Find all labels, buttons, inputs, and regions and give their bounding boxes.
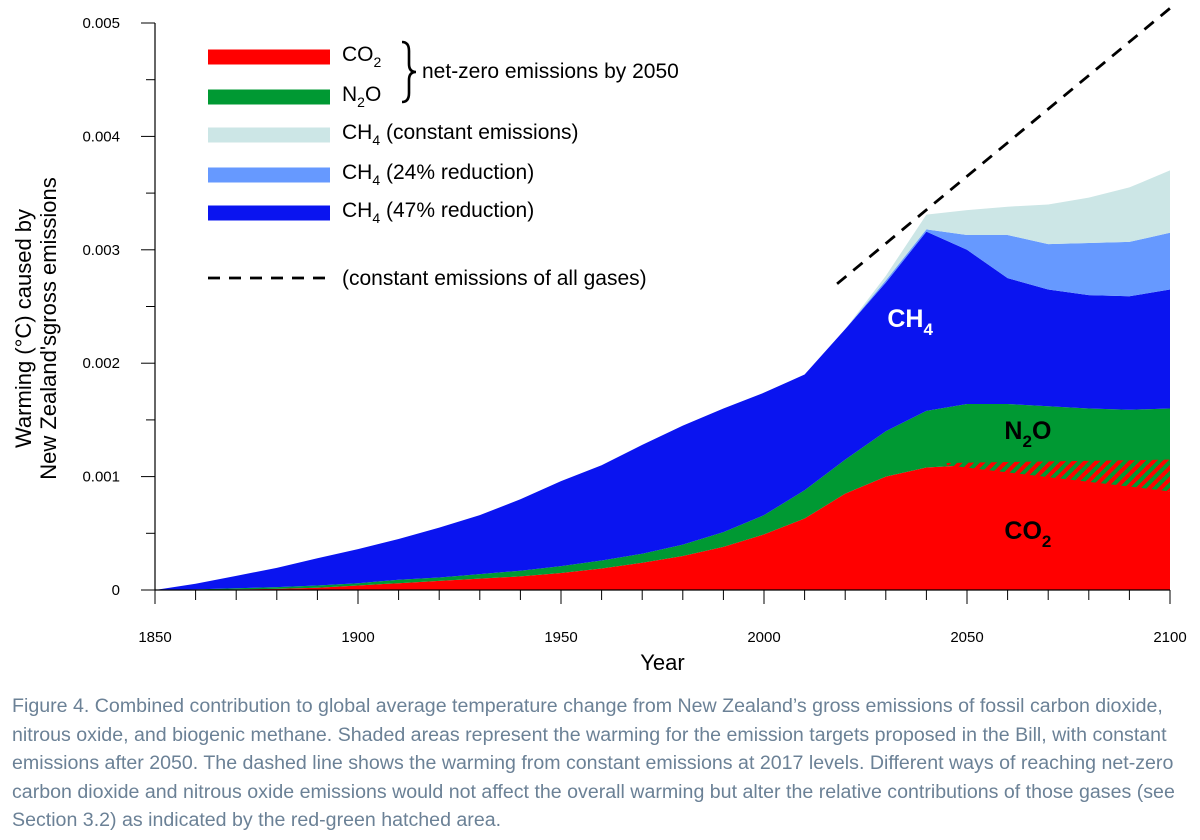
- y-tick-label: 0: [112, 582, 120, 599]
- x-tick-label: 1900: [341, 629, 374, 646]
- area-ch4-24-reduction-: [155, 229, 1170, 590]
- area-co2: [155, 465, 1170, 590]
- x-tick-label: 2000: [747, 629, 780, 646]
- y-axis-title-line1: Warming (°C) caused by: [11, 209, 36, 448]
- y-axis-title-line2: New Zealand'sgross emissions: [36, 177, 61, 480]
- hatched-area: [946, 459, 1170, 492]
- co2-area-label: CO2: [1004, 517, 1051, 551]
- figure-caption: Figure 4. Combined contribution to globa…: [12, 695, 1175, 831]
- legend-bracket-text: net-zero emissions by 2050: [422, 60, 679, 83]
- legend-swatch-ch4-24: [208, 167, 330, 183]
- warming-chart: 1850 1900 1950 2000 2050 2100 0 0.001 0.002 0.003…: [11, 7, 1187, 675]
- legend-label-ch4-24: CH4 (24% reduction): [342, 161, 534, 188]
- legend-label-ch4-const: CH4 (constant emissions): [342, 121, 579, 148]
- legend-label-co2: CO2: [342, 43, 382, 70]
- ch4-area-label: CH4: [887, 305, 933, 339]
- y-tick-label: 0.003: [82, 242, 120, 259]
- constant-emissions-dashed-line: [836, 7, 1171, 285]
- y-tick-label: 0.001: [82, 469, 120, 486]
- chart-container: 1850 1900 1950 2000 2050 2100 0 0.001 0.002 0.003…: [11, 7, 1187, 675]
- legend-label-n2o: N2O: [342, 83, 381, 110]
- x-axis-title: Year: [640, 650, 684, 675]
- area-ch4-constant-emissions-: [155, 170, 1170, 591]
- y-tick-label: 0.002: [82, 355, 120, 372]
- legend-swatch-n2o: [208, 89, 330, 105]
- y-tick-label: 0.005: [82, 15, 120, 32]
- x-tick-label: 1950: [544, 629, 577, 646]
- x-tick-label: 1850: [138, 629, 171, 646]
- area-n2o: [155, 404, 1170, 590]
- n2o-area-label: N2O: [1004, 417, 1051, 451]
- legend-dashed-text: (constant emissions of all gases): [342, 267, 647, 290]
- legend-swatch-co2: [208, 49, 330, 65]
- y-tick-label: 0.004: [82, 128, 120, 145]
- x-tick-label: 2100: [1153, 629, 1186, 646]
- legend-label-ch4-47: CH4 (47% reduction): [342, 199, 534, 226]
- area-ch4-47-reduction-: [155, 231, 1170, 590]
- x-tick-label: 2050: [950, 629, 983, 646]
- legend-swatch-ch4-const: [208, 127, 330, 143]
- legend-swatch-ch4-47: [208, 205, 330, 221]
- legend-brace: [401, 40, 417, 104]
